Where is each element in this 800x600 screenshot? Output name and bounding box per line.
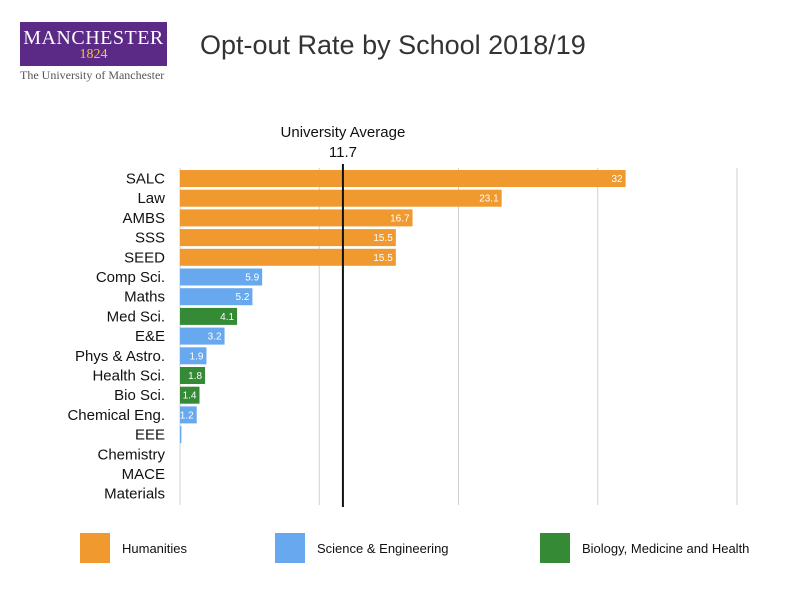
- logo-year: 1824: [79, 47, 108, 62]
- legend-swatch-humanities: [80, 533, 110, 563]
- bar-10: [180, 367, 206, 384]
- data-label-0: 32: [611, 174, 623, 185]
- legend-label-science: Science & Engineering: [317, 541, 449, 556]
- data-label-9: 1.9: [190, 351, 204, 362]
- data-label-5: 5.9: [245, 273, 259, 284]
- bar-11: [180, 386, 200, 404]
- category-label-9: Phys & Astro.: [75, 348, 165, 365]
- bar-chart: SALC Law AMBS SSS SEED Comp Sci. Maths Med Sci.…: [67, 124, 738, 507]
- category-label-0: SALC: [126, 171, 165, 188]
- bars: [180, 170, 626, 444]
- category-label-11: Bio Sci.: [114, 387, 165, 404]
- category-label-13: EEE: [135, 427, 165, 444]
- data-label-3: 15.5: [373, 233, 393, 244]
- bar-5: [180, 268, 263, 286]
- legend-label-humanities: Humanities: [122, 541, 188, 556]
- data-label-1: 23.1: [479, 194, 499, 205]
- category-label-2: AMBS: [122, 210, 165, 227]
- category-label-1: Law: [137, 190, 165, 207]
- category-label-12: Chemical Eng.: [67, 407, 165, 424]
- bar-7: [180, 307, 238, 325]
- category-label-14: Chemistry: [97, 446, 165, 463]
- legend: Humanities Science & Engineering Biology, …: [0, 533, 800, 565]
- data-label-8: 3.2: [208, 332, 222, 343]
- category-label-3: SSS: [135, 230, 165, 247]
- data-label-2: 16.7: [390, 213, 410, 224]
- bar-9: [180, 347, 207, 365]
- bar-12: [180, 406, 197, 424]
- data-label-7: 4.1: [220, 312, 234, 323]
- data-label-12: 1.2: [180, 410, 194, 421]
- bar-6: [180, 288, 253, 306]
- category-label-10: Health Sci.: [92, 368, 165, 385]
- category-label-6: Maths: [124, 289, 165, 306]
- category-labels: SALC Law AMBS SSS SEED Comp Sci. Maths Med Sci.…: [67, 171, 165, 503]
- data-label-6: 5.2: [236, 292, 250, 303]
- category-label-5: Comp Sci.: [96, 269, 165, 286]
- legend-swatch-science: [275, 533, 305, 563]
- bar-8: [180, 327, 225, 345]
- legend-swatch-biology: [540, 533, 570, 563]
- category-label-16: Materials: [104, 486, 165, 503]
- category-label-8: E&E: [135, 328, 165, 345]
- data-label-4: 15.5: [373, 253, 393, 264]
- category-label-15: MACE: [122, 466, 165, 483]
- logo-badge: MANCHESTER 1824: [20, 22, 167, 66]
- bar-2: [180, 209, 413, 227]
- bar-0: [180, 170, 626, 187]
- average-label: University Average: [281, 124, 406, 141]
- legend-label-biology: Biology, Medicine and Health: [582, 541, 750, 556]
- chart-title: Opt-out Rate by School 2018/19: [200, 30, 586, 60]
- logo-subtitle: The University of Manchester: [20, 68, 165, 82]
- logo-name: MANCHESTER: [23, 27, 164, 49]
- bar-1: [180, 189, 502, 207]
- bar-4: [180, 248, 396, 266]
- bar-3: [180, 229, 396, 247]
- data-label-11: 1.4: [183, 391, 197, 402]
- university-logo: MANCHESTER 1824 The University of Manche…: [20, 22, 170, 84]
- average-marker: University Average 11.7: [281, 124, 406, 507]
- category-label-4: SEED: [124, 249, 165, 266]
- average-value: 11.7: [329, 144, 357, 161]
- data-label-10: 1.8: [188, 371, 202, 382]
- bar-13: [180, 426, 182, 444]
- data-labels: 32 23.1 16.7 15.5 15.5 5.9 5.24.1 3.2 1.9 1.8 1.4 1…: [180, 174, 623, 421]
- category-label-7: Med Sci.: [107, 308, 165, 325]
